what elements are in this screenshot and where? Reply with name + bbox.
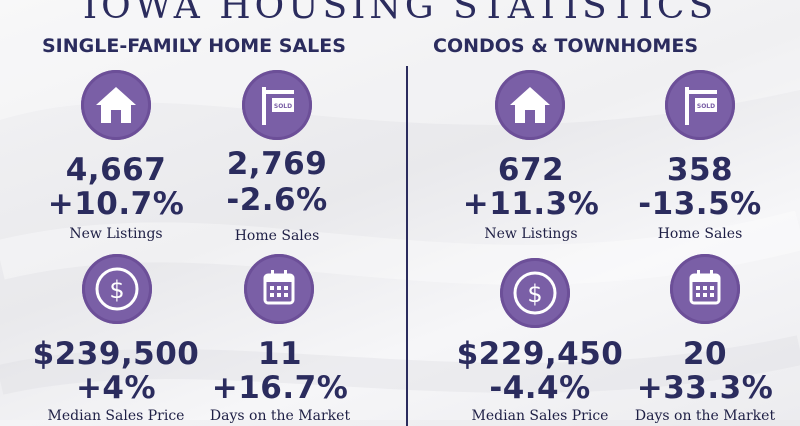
stat-label: Days on the Market: [209, 408, 351, 424]
stat-value: $239,500: [32, 336, 200, 372]
stat-value: 358: [666, 152, 734, 188]
house-icon: [495, 70, 565, 140]
section-heading-condos: CONDOS & TOWNHOMES: [433, 35, 698, 57]
sold-sign-icon: SOLD: [242, 70, 312, 140]
calendar-icon: [670, 254, 740, 324]
svg-text:$: $: [527, 280, 542, 308]
section-divider: [406, 66, 408, 426]
stat-change: -2.6%: [226, 182, 328, 218]
page-title: IOWA HOUSING STATISTICS: [82, 0, 718, 27]
stat-label: New Listings: [484, 226, 578, 242]
stat-value: 2,769: [226, 146, 328, 182]
dollar-icon: $: [500, 258, 570, 328]
section-heading-single-family: SINGLE-FAMILY HOME SALES: [42, 35, 346, 57]
sold-sign-text: SOLD: [697, 103, 715, 110]
stat-change: +11.3%: [462, 186, 600, 222]
stat-label: Days on the Market: [634, 408, 776, 424]
stat-value: $229,450: [456, 336, 624, 372]
stat-label: New Listings: [69, 226, 163, 242]
sold-sign-icon: SOLD: [665, 70, 735, 140]
stat-change: +4%: [75, 370, 157, 406]
stat-value: 4,667: [65, 152, 167, 188]
stat-value: 20: [682, 336, 728, 372]
house-icon: [81, 70, 151, 140]
calendar-icon: [244, 254, 314, 324]
stat-label: Home Sales: [234, 228, 320, 244]
stat-change: -4.4%: [489, 370, 591, 406]
stat-change: -13.5%: [638, 186, 762, 222]
stat-value: 672: [497, 152, 565, 188]
stat-label: Home Sales: [657, 226, 743, 242]
stat-change: +33.3%: [636, 370, 774, 406]
stat-change: +10.7%: [47, 186, 185, 222]
svg-text:$: $: [109, 276, 124, 304]
stat-value: 11: [257, 336, 303, 372]
dollar-icon: $: [82, 254, 152, 324]
stat-change: +16.7%: [211, 370, 349, 406]
sold-sign-text: SOLD: [274, 103, 292, 110]
